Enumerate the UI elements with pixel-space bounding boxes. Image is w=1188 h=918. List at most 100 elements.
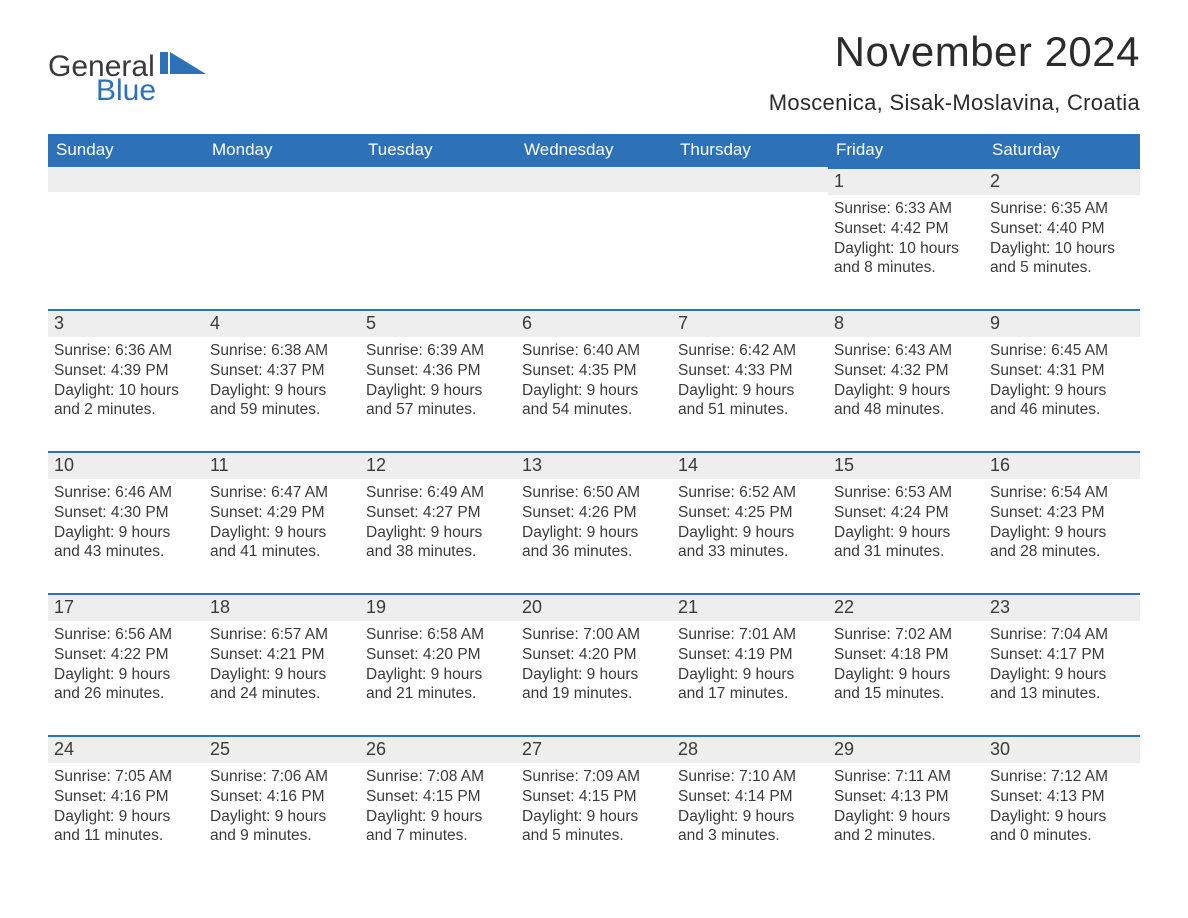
day-cell: 13Sunrise: 6:50 AMSunset: 4:26 PMDayligh…: [516, 451, 672, 579]
day-cell: 26Sunrise: 7:08 AMSunset: 4:15 PMDayligh…: [360, 735, 516, 863]
day-number: 2: [984, 167, 1140, 195]
daylight-text: Daylight: 9 hours and 15 minutes.: [834, 665, 978, 705]
day-body: [48, 192, 204, 292]
sunset-text: Sunset: 4:42 PM: [834, 219, 978, 239]
day-number: 22: [828, 593, 984, 621]
day-body: Sunrise: 6:45 AMSunset: 4:31 PMDaylight:…: [984, 337, 1140, 437]
brand-text: General Blue: [48, 52, 156, 106]
day-body: Sunrise: 7:08 AMSunset: 4:15 PMDaylight:…: [360, 763, 516, 863]
sunset-text: Sunset: 4:18 PM: [834, 645, 978, 665]
brand-shape-icon: [160, 52, 206, 78]
day-number: [672, 167, 828, 192]
day-cell: 1Sunrise: 6:33 AMSunset: 4:42 PMDaylight…: [828, 167, 984, 295]
day-number: 21: [672, 593, 828, 621]
day-cell: 8Sunrise: 6:43 AMSunset: 4:32 PMDaylight…: [828, 309, 984, 437]
daylight-text: Daylight: 9 hours and 5 minutes.: [522, 807, 666, 847]
sunset-text: Sunset: 4:30 PM: [54, 503, 198, 523]
daylight-text: Daylight: 9 hours and 43 minutes.: [54, 523, 198, 563]
day-cell: [204, 167, 360, 295]
sunrise-text: Sunrise: 6:47 AM: [210, 483, 354, 503]
sunrise-text: Sunrise: 6:38 AM: [210, 341, 354, 361]
sunrise-text: Sunrise: 7:06 AM: [210, 767, 354, 787]
daylight-text: Daylight: 9 hours and 24 minutes.: [210, 665, 354, 705]
daylight-text: Daylight: 9 hours and 26 minutes.: [54, 665, 198, 705]
day-body: [360, 192, 516, 292]
daylight-text: Daylight: 9 hours and 57 minutes.: [366, 381, 510, 421]
day-cell: [672, 167, 828, 295]
sunset-text: Sunset: 4:27 PM: [366, 503, 510, 523]
day-cell: 30Sunrise: 7:12 AMSunset: 4:13 PMDayligh…: [984, 735, 1140, 863]
daylight-text: Daylight: 9 hours and 2 minutes.: [834, 807, 978, 847]
location: Moscenica, Sisak-Moslavina, Croatia: [769, 90, 1140, 116]
sunset-text: Sunset: 4:14 PM: [678, 787, 822, 807]
day-number: 28: [672, 735, 828, 763]
day-cell: 12Sunrise: 6:49 AMSunset: 4:27 PMDayligh…: [360, 451, 516, 579]
sunrise-text: Sunrise: 6:54 AM: [990, 483, 1134, 503]
sunrise-text: Sunrise: 7:11 AM: [834, 767, 978, 787]
sunset-text: Sunset: 4:21 PM: [210, 645, 354, 665]
daylight-text: Daylight: 10 hours and 5 minutes.: [990, 239, 1134, 279]
day-cell: 6Sunrise: 6:40 AMSunset: 4:35 PMDaylight…: [516, 309, 672, 437]
day-body: Sunrise: 6:42 AMSunset: 4:33 PMDaylight:…: [672, 337, 828, 437]
day-body: Sunrise: 6:35 AMSunset: 4:40 PMDaylight:…: [984, 195, 1140, 295]
dow-cell: Tuesday: [360, 134, 516, 167]
brand-logo: General Blue: [48, 52, 206, 106]
daylight-text: Daylight: 9 hours and 33 minutes.: [678, 523, 822, 563]
day-number: [516, 167, 672, 192]
day-number: 14: [672, 451, 828, 479]
daylight-text: Daylight: 9 hours and 7 minutes.: [366, 807, 510, 847]
sunset-text: Sunset: 4:25 PM: [678, 503, 822, 523]
day-cell: 21Sunrise: 7:01 AMSunset: 4:19 PMDayligh…: [672, 593, 828, 721]
daylight-text: Daylight: 9 hours and 9 minutes.: [210, 807, 354, 847]
day-body: Sunrise: 7:04 AMSunset: 4:17 PMDaylight:…: [984, 621, 1140, 721]
day-number: 25: [204, 735, 360, 763]
day-cell: 23Sunrise: 7:04 AMSunset: 4:17 PMDayligh…: [984, 593, 1140, 721]
day-cell: 19Sunrise: 6:58 AMSunset: 4:20 PMDayligh…: [360, 593, 516, 721]
sunrise-text: Sunrise: 7:00 AM: [522, 625, 666, 645]
dow-cell: Monday: [204, 134, 360, 167]
day-number: 17: [48, 593, 204, 621]
sunrise-text: Sunrise: 6:56 AM: [54, 625, 198, 645]
sunrise-text: Sunrise: 6:45 AM: [990, 341, 1134, 361]
day-number: 1: [828, 167, 984, 195]
weeks-container: 1Sunrise: 6:33 AMSunset: 4:42 PMDaylight…: [48, 167, 1140, 863]
day-cell: 20Sunrise: 7:00 AMSunset: 4:20 PMDayligh…: [516, 593, 672, 721]
day-number: 4: [204, 309, 360, 337]
day-number: 24: [48, 735, 204, 763]
dow-cell: Thursday: [672, 134, 828, 167]
daylight-text: Daylight: 9 hours and 19 minutes.: [522, 665, 666, 705]
daylight-text: Daylight: 9 hours and 3 minutes.: [678, 807, 822, 847]
day-number: 27: [516, 735, 672, 763]
sunset-text: Sunset: 4:23 PM: [990, 503, 1134, 523]
day-cell: 22 Sunrise: 7:02 AMSunset: 4:18 PMDayligh…: [828, 593, 984, 721]
sunset-text: Sunset: 4:13 PM: [990, 787, 1134, 807]
day-number: 23: [984, 593, 1140, 621]
sunrise-text: Sunrise: 6:42 AM: [678, 341, 822, 361]
daylight-text: Daylight: 9 hours and 28 minutes.: [990, 523, 1134, 563]
sunrise-text: Sunrise: 7:09 AM: [522, 767, 666, 787]
week-row: 3Sunrise: 6:36 AMSunset: 4:39 PMDaylight…: [48, 309, 1140, 437]
day-cell: 11Sunrise: 6:47 AMSunset: 4:29 PMDayligh…: [204, 451, 360, 579]
daylight-text: Daylight: 10 hours and 2 minutes.: [54, 381, 198, 421]
sunrise-text: Sunrise: 7:02 AM: [834, 625, 978, 645]
daylight-text: Daylight: 9 hours and 46 minutes.: [990, 381, 1134, 421]
day-body: Sunrise: 6:52 AMSunset: 4:25 PMDaylight:…: [672, 479, 828, 579]
day-cell: 4Sunrise: 6:38 AMSunset: 4:37 PMDaylight…: [204, 309, 360, 437]
week-row: 17Sunrise: 6:56 AMSunset: 4:22 PMDayligh…: [48, 593, 1140, 721]
sunrise-text: Sunrise: 6:35 AM: [990, 199, 1134, 219]
day-number: 16: [984, 451, 1140, 479]
sunset-text: Sunset: 4:26 PM: [522, 503, 666, 523]
sunset-text: Sunset: 4:24 PM: [834, 503, 978, 523]
day-cell: [48, 167, 204, 295]
sunrise-text: Sunrise: 7:10 AM: [678, 767, 822, 787]
sunrise-text: Sunrise: 6:57 AM: [210, 625, 354, 645]
week-row: 1Sunrise: 6:33 AMSunset: 4:42 PMDaylight…: [48, 167, 1140, 295]
sunset-text: Sunset: 4:32 PM: [834, 361, 978, 381]
day-number: 29: [828, 735, 984, 763]
day-number: 13: [516, 451, 672, 479]
month-title: November 2024: [769, 28, 1140, 76]
dow-cell: Friday: [828, 134, 984, 167]
day-number: [48, 167, 204, 192]
day-number: 12: [360, 451, 516, 479]
sunset-text: Sunset: 4:19 PM: [678, 645, 822, 665]
